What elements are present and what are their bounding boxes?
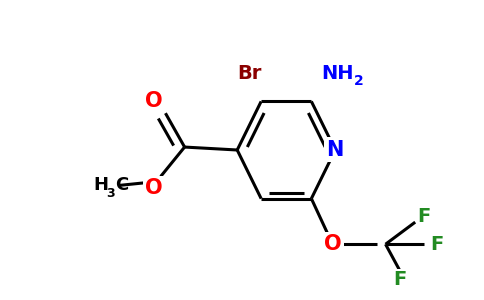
Text: O: O: [145, 178, 162, 198]
Text: O: O: [145, 92, 162, 111]
Text: C: C: [115, 176, 128, 194]
Text: F: F: [417, 207, 430, 226]
Text: O: O: [324, 234, 342, 254]
Text: 3: 3: [106, 187, 115, 200]
Text: NH: NH: [321, 64, 354, 83]
Text: 2: 2: [353, 74, 363, 88]
Text: F: F: [393, 270, 407, 289]
Text: H: H: [93, 176, 108, 194]
Text: N: N: [327, 140, 344, 160]
Text: F: F: [431, 235, 444, 254]
Text: Br: Br: [237, 64, 261, 83]
